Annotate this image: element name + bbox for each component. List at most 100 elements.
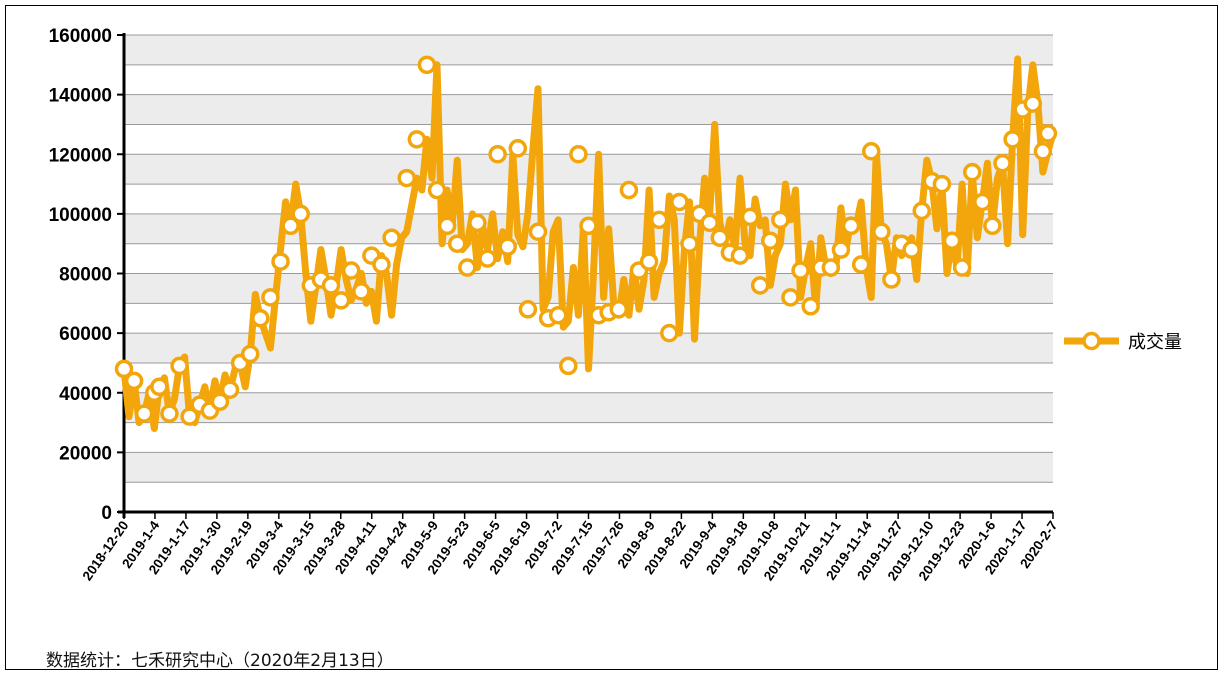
data-point <box>791 261 810 280</box>
data-point <box>341 261 361 280</box>
grid-band <box>124 452 1053 483</box>
data-point <box>700 213 719 233</box>
legend: 成交量 <box>1064 331 1182 353</box>
y-tick-label: 40000 <box>59 384 112 405</box>
y-tick-label: 160000 <box>49 26 112 47</box>
data-point <box>220 380 240 400</box>
data-point <box>680 234 699 253</box>
data-point <box>801 297 820 316</box>
data-point <box>851 255 871 274</box>
data-point <box>1038 124 1058 143</box>
data-point <box>261 288 280 307</box>
data-point <box>1033 142 1053 161</box>
x-tick-label: 2018-12-20 <box>80 518 132 583</box>
data-point <box>861 142 881 161</box>
source-note: 数据统计：七禾研究中心（2020年2月13日） <box>46 651 394 671</box>
grid-band <box>124 154 1053 185</box>
y-tick-label: 80000 <box>59 265 112 286</box>
data-point <box>730 246 750 265</box>
data-point <box>993 153 1012 173</box>
data-point <box>559 356 578 376</box>
data-point <box>670 192 689 212</box>
data-point <box>750 276 770 295</box>
data-point <box>251 308 270 328</box>
data-point <box>352 282 371 301</box>
data-point <box>397 168 416 188</box>
data-point <box>660 323 679 343</box>
x-axis-ticks: 2018-12-202019-1-42019-1-172019-1-302019… <box>80 512 1060 583</box>
line-chart: 0 20000 40000 60000 80000 100000 120000 140000 1… <box>49 26 1182 583</box>
legend-marker <box>1082 331 1101 351</box>
grid-band <box>124 392 1053 423</box>
data-point <box>488 145 507 164</box>
chart-frame: 0 20000 40000 60000 80000 100000 120000 140000 1… <box>5 5 1218 671</box>
y-tick-label: 20000 <box>59 443 112 464</box>
data-point <box>150 377 169 397</box>
y-tick-label: 0 <box>101 503 112 524</box>
data-point <box>569 145 588 164</box>
data-point <box>321 276 341 295</box>
data-point <box>528 222 548 242</box>
data-point <box>781 288 800 307</box>
data-point <box>952 258 972 277</box>
data-point <box>740 207 760 227</box>
data-point <box>619 180 639 200</box>
data-point <box>821 258 841 277</box>
data-point <box>882 270 901 289</box>
data-point <box>498 237 517 256</box>
data-point <box>841 216 861 236</box>
data-point <box>962 162 982 182</box>
data-point <box>1003 130 1022 149</box>
y-tick-label: 60000 <box>59 324 112 345</box>
data-point <box>281 216 300 236</box>
data-point <box>710 228 730 247</box>
y-tick-label: 100000 <box>49 205 112 226</box>
data-point <box>983 216 1002 236</box>
data-point <box>518 300 538 319</box>
data-point <box>331 291 351 310</box>
data-point <box>382 228 401 247</box>
axes <box>118 33 1053 518</box>
data-point <box>170 356 189 376</box>
data-point <box>771 210 790 230</box>
y-tick-label: 140000 <box>49 86 112 107</box>
legend-label: 成交量 <box>1128 332 1182 353</box>
data-point <box>468 213 487 233</box>
data-point <box>437 216 457 236</box>
data-point <box>973 192 992 212</box>
data-point <box>134 404 154 423</box>
data-point <box>291 204 310 224</box>
data-point <box>458 258 477 277</box>
data-point <box>372 255 391 274</box>
data-point <box>160 404 179 423</box>
data-point <box>609 300 629 319</box>
data-point <box>508 139 528 158</box>
data-point <box>124 371 144 391</box>
data-point <box>240 344 260 364</box>
data-point <box>417 55 437 75</box>
data-point <box>761 231 780 250</box>
data-point <box>1023 94 1043 113</box>
data-point <box>447 234 467 253</box>
data-point <box>114 359 134 379</box>
data-point <box>872 222 891 242</box>
data-point <box>649 210 669 230</box>
data-point <box>902 240 921 259</box>
data-point <box>427 180 447 200</box>
data-point <box>932 174 952 194</box>
data-point <box>180 407 199 426</box>
data-point <box>271 252 290 271</box>
data-point <box>548 305 568 325</box>
y-tick-label: 120000 <box>49 145 112 166</box>
grid-band <box>124 35 1053 65</box>
data-point <box>407 130 427 149</box>
data-point <box>831 240 851 259</box>
y-axis-ticks: 0 20000 40000 60000 80000 100000 120000 140000 1… <box>49 26 124 524</box>
data-point <box>942 231 962 250</box>
data-point <box>912 201 931 221</box>
grid-band <box>124 94 1053 125</box>
data-point <box>210 392 230 411</box>
data-point <box>579 216 598 236</box>
data-point <box>478 249 497 268</box>
data-point <box>639 252 659 271</box>
